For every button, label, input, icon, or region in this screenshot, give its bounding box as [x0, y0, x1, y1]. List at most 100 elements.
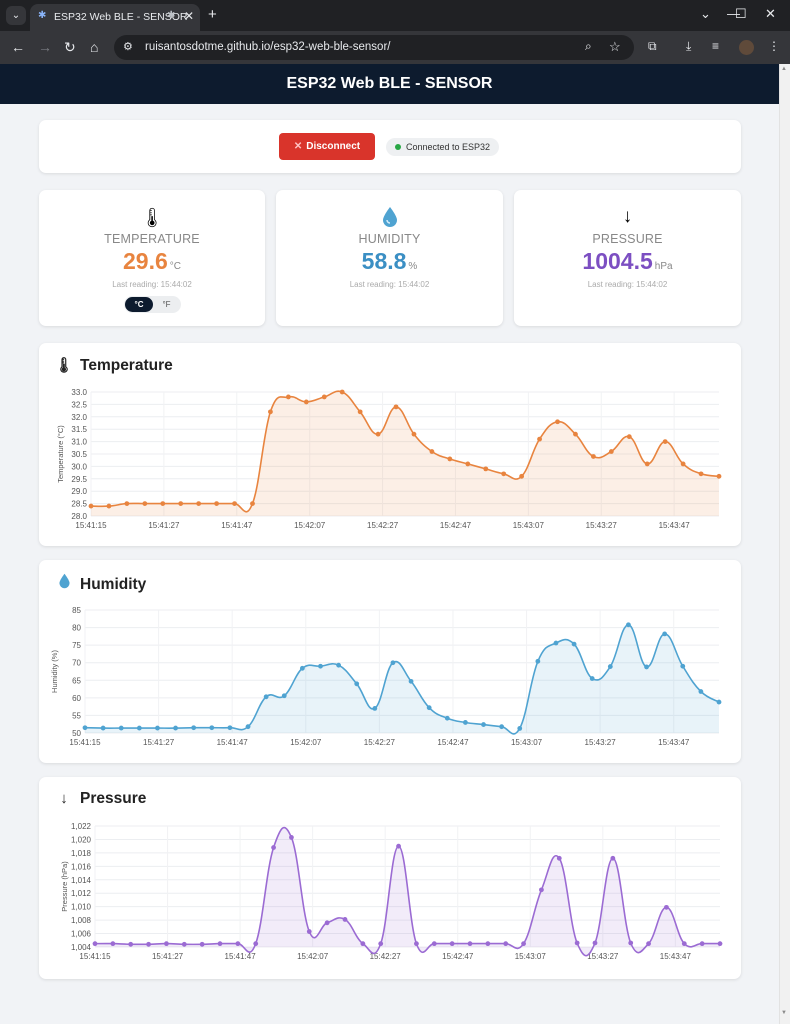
x-tick-label: 15:41:27	[143, 738, 175, 747]
pressure-chart: 1,004 1,006 1,008 1,010 1,012 1,014 1,016 1,018…	[60, 822, 723, 961]
x-tick-label: 15:42:27	[364, 738, 396, 747]
data-point	[592, 940, 598, 946]
data-point	[336, 662, 341, 668]
pressure-label: PRESSURE	[592, 232, 663, 246]
data-point	[342, 917, 348, 922]
data-point	[535, 658, 541, 664]
data-point	[485, 941, 491, 947]
data-point	[271, 845, 276, 850]
y-tick-label: 29.5	[71, 475, 87, 484]
disconnect-button[interactable]: ✕ Disconnect	[279, 133, 375, 160]
data-point	[626, 622, 631, 628]
data-point	[181, 941, 187, 947]
data-point	[250, 501, 255, 506]
data-point	[232, 501, 237, 506]
data-point	[128, 941, 134, 947]
data-point	[521, 941, 526, 947]
data-point	[574, 940, 580, 946]
x-tick-label: 15:43:47	[659, 521, 691, 530]
data-point	[539, 887, 544, 893]
data-point	[553, 640, 559, 646]
forward-icon[interactable]: →	[38, 39, 52, 55]
humidity-label: HUMIDITY	[358, 232, 421, 246]
back-icon[interactable]: ←	[11, 39, 25, 55]
browser-toolbar: ← → ↻ ⌂ ⚙ ruisantosdotme.github.io/esp32…	[0, 31, 790, 64]
scroll-down-arrow-icon[interactable]: ▼	[781, 1010, 787, 1016]
data-point	[339, 389, 345, 395]
site-info-icon[interactable]: ⚙	[123, 41, 133, 53]
data-point	[555, 419, 560, 425]
pressure-chart-title: ↓ Pressure	[54, 790, 146, 808]
data-point	[253, 941, 259, 947]
data-point	[227, 725, 233, 731]
data-point	[396, 843, 401, 849]
menu-kebab-icon[interactable]: ⋮	[768, 39, 780, 53]
data-point	[449, 941, 455, 947]
data-point	[467, 941, 473, 947]
data-point	[698, 689, 704, 694]
y-tick-label: 50	[72, 729, 81, 738]
download-icon[interactable]: ⤓	[686, 39, 692, 53]
data-point	[299, 665, 305, 671]
y-tick-label: 70	[72, 659, 81, 668]
data-point	[608, 449, 614, 454]
data-point	[124, 501, 130, 506]
reload-icon[interactable]: ↻	[64, 39, 76, 55]
zoom-icon[interactable]: ⌕	[585, 39, 592, 53]
x-tick-label: 15:42:07	[297, 952, 329, 961]
tab-list-chevron-icon[interactable]: ⌄	[700, 6, 711, 21]
data-point	[556, 855, 562, 861]
home-icon[interactable]: ⌂	[90, 39, 99, 55]
x-tick-label: 15:43:27	[586, 521, 618, 530]
data-point	[501, 471, 507, 477]
data-point	[375, 431, 381, 437]
humidity-chart-title: Humidity	[54, 573, 146, 594]
unit-toggle: °C °F	[124, 296, 181, 313]
data-point	[465, 461, 471, 467]
data-point	[372, 706, 378, 711]
x-tick-label: 15:41:47	[225, 952, 257, 961]
close-tab-icon[interactable]: ✕	[184, 9, 195, 23]
y-tick-label: 1,014	[71, 876, 92, 885]
data-point	[591, 454, 596, 459]
data-point	[411, 431, 417, 437]
data-point	[142, 501, 148, 506]
extensions-icon[interactable]: ⧉	[648, 39, 657, 53]
close-window-icon[interactable]: ✕	[765, 6, 776, 21]
data-point	[681, 941, 687, 947]
profile-avatar[interactable]	[739, 40, 754, 55]
x-tick-label: 15:42:07	[290, 738, 322, 747]
down-arrow-icon: ↓	[622, 206, 633, 227]
restore-icon[interactable]: ☐	[735, 6, 747, 21]
data-point	[698, 471, 704, 477]
data-point	[429, 449, 435, 454]
y-tick-label: 30.0	[71, 462, 87, 471]
unit-celsius-button[interactable]: °C	[125, 297, 153, 312]
data-point	[390, 660, 396, 666]
minimize-icon[interactable]: —	[727, 6, 740, 21]
new-tab-icon[interactable]: +	[208, 6, 217, 23]
data-point	[517, 726, 523, 731]
data-point	[463, 720, 468, 725]
browser-tab[interactable]: ✱ ESP32 Web BLE - SENSOR ✱ ✕	[30, 4, 200, 31]
url-text[interactable]: ruisantosdotme.github.io/esp32-web-ble-s…	[145, 41, 391, 53]
reading-list-icon[interactable]: ≡	[712, 39, 720, 53]
data-point	[306, 929, 312, 934]
data-point	[160, 501, 166, 506]
bookmark-star-icon[interactable]: ☆	[609, 39, 621, 54]
data-point	[717, 941, 723, 947]
unit-fahrenheit-button[interactable]: °F	[162, 300, 171, 309]
data-point	[644, 664, 649, 670]
tab-search-icon[interactable]: ⌄	[6, 6, 26, 25]
data-point	[146, 941, 151, 947]
scroll-up-arrow-icon[interactable]: ▲	[781, 66, 787, 72]
data-point	[716, 699, 722, 705]
y-tick-label: 1,010	[71, 903, 92, 912]
page-scrollbar[interactable]	[779, 64, 790, 1024]
data-point	[281, 693, 287, 699]
x-tick-label: 15:41:27	[152, 952, 184, 961]
data-point	[680, 461, 686, 467]
data-point	[354, 681, 360, 687]
address-bar[interactable]: ⚙ ruisantosdotme.github.io/esp32-web-ble…	[114, 35, 634, 60]
data-point	[289, 835, 294, 840]
